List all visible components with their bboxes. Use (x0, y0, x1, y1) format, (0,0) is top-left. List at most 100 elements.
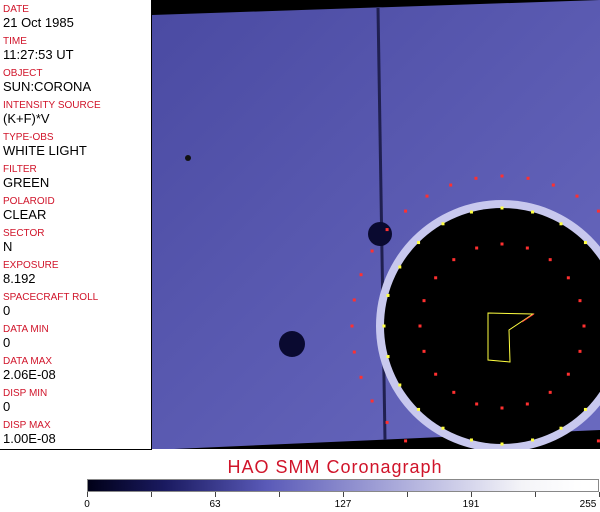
grid-marker (500, 442, 504, 446)
instrument-title: HAO SMM Coronagraph (227, 457, 443, 477)
grid-marker (531, 438, 535, 442)
coronagraph-image (152, 0, 600, 449)
grid-marker (566, 276, 570, 280)
grid-marker (404, 439, 408, 443)
field-type-obs: TYPE-OBS WHITE LIGHT (3, 132, 87, 158)
grid-marker (422, 349, 426, 353)
field-label: DISP MIN (3, 388, 48, 399)
grid-marker (500, 242, 504, 246)
field-label: TYPE-OBS (3, 132, 54, 143)
grid-marker (398, 265, 402, 269)
colorbar-tick-label: 191 (462, 499, 480, 510)
grid-marker (596, 209, 600, 213)
grid-marker (385, 228, 389, 232)
colorbar-tick (215, 492, 216, 497)
field-data-min: DATA MIN 0 (3, 324, 49, 350)
grid-marker (441, 222, 445, 226)
field-label: OBJECT (3, 68, 43, 79)
field-spacecraft-roll: SPACECRAFT ROLL 0 (3, 292, 98, 318)
grid-marker (583, 407, 587, 411)
grid-marker (359, 273, 363, 277)
occulter-disk (384, 208, 600, 444)
colorbar-tick (535, 492, 536, 497)
grid-marker (559, 222, 563, 226)
field-intensity-source: INTENSITY SOURCE (K+F)*V (3, 100, 101, 126)
grid-marker (525, 246, 529, 250)
grid-marker (582, 324, 586, 328)
grid-marker (382, 324, 386, 328)
field-value: SUN:CORONA (3, 79, 92, 94)
colorbar-tick-label: 255 (579, 499, 597, 510)
grid-marker (469, 210, 473, 214)
field-value: 0 (3, 303, 11, 318)
grid-marker (526, 176, 530, 180)
field-exposure: EXPOSURE 8.192 (3, 260, 59, 286)
field-sector: SECTOR N (3, 228, 45, 254)
grid-marker (531, 210, 535, 214)
field-data-max: DATA MAX 2.06E-08 (3, 356, 56, 382)
field-value: 2.06E-08 (3, 367, 56, 382)
field-value: GREEN (3, 175, 50, 190)
grid-marker (417, 407, 421, 411)
grid-marker (566, 372, 570, 376)
dust-spot (279, 331, 305, 357)
grid-marker (578, 299, 582, 303)
grid-marker (404, 209, 408, 213)
field-label: DISP MAX (3, 420, 51, 431)
field-filter: FILTER GREEN (3, 164, 49, 190)
grid-marker (370, 249, 374, 253)
field-disp-max: DISP MAX 1.00E-08 (3, 420, 56, 446)
field-value: (K+F)*V (3, 111, 50, 126)
field-value: N (3, 239, 13, 254)
grid-marker (422, 299, 426, 303)
grid-marker (500, 174, 504, 178)
grid-marker (525, 402, 529, 406)
grid-marker (559, 426, 563, 430)
grid-marker (578, 349, 582, 353)
grid-marker (418, 324, 422, 328)
grid-marker (548, 390, 552, 394)
field-value: CLEAR (3, 207, 47, 222)
grid-marker (469, 438, 473, 442)
grid-marker (475, 402, 479, 406)
grid-marker (352, 298, 356, 302)
field-value: WHITE LIGHT (3, 143, 87, 158)
grid-marker (441, 426, 445, 430)
grid-marker (474, 176, 478, 180)
colorbar (87, 479, 599, 492)
colorbar-tick-label: 63 (209, 499, 221, 510)
north-marker (521, 313, 535, 323)
field-object: OBJECT SUN:CORONA (3, 68, 91, 94)
field-label: POLAROID (3, 196, 55, 207)
grid-marker (452, 390, 456, 394)
grid-marker (352, 350, 356, 354)
field-label: TIME (3, 36, 27, 47)
grid-marker (596, 439, 600, 443)
colorbar-tick (87, 492, 88, 497)
field-label: DATA MIN (3, 324, 49, 335)
field-label: FILTER (3, 164, 37, 175)
field-time: TIME 11:27:53 UT (3, 36, 74, 62)
grid-marker (434, 276, 438, 280)
field-label: DATE (3, 4, 29, 15)
field-value: 0 (3, 399, 11, 414)
colorbar-tick-label: 0 (84, 499, 90, 510)
grid-marker (417, 241, 421, 245)
grid-marker (350, 324, 354, 328)
field-date: DATE 21 Oct 1985 (3, 4, 74, 30)
grid-marker (575, 194, 579, 198)
colorbar-tick (151, 492, 152, 497)
field-value: 8.192 (3, 271, 36, 286)
field-label: SPACECRAFT ROLL (3, 292, 99, 303)
field-label: EXPOSURE (3, 260, 59, 271)
grid-marker (551, 183, 555, 187)
colorbar-tick (471, 492, 472, 497)
grid-marker (434, 372, 438, 376)
field-value: 11:27:53 UT (3, 47, 74, 62)
metadata-panel: DATE 21 Oct 1985 TIME 11:27:53 UT OBJECT SUN:… (0, 0, 152, 450)
grid-marker (386, 293, 390, 297)
grid-marker (425, 194, 429, 198)
grid-marker (475, 246, 479, 250)
colorbar-tick (343, 492, 344, 497)
colorbar-tick-label: 127 (334, 499, 352, 510)
